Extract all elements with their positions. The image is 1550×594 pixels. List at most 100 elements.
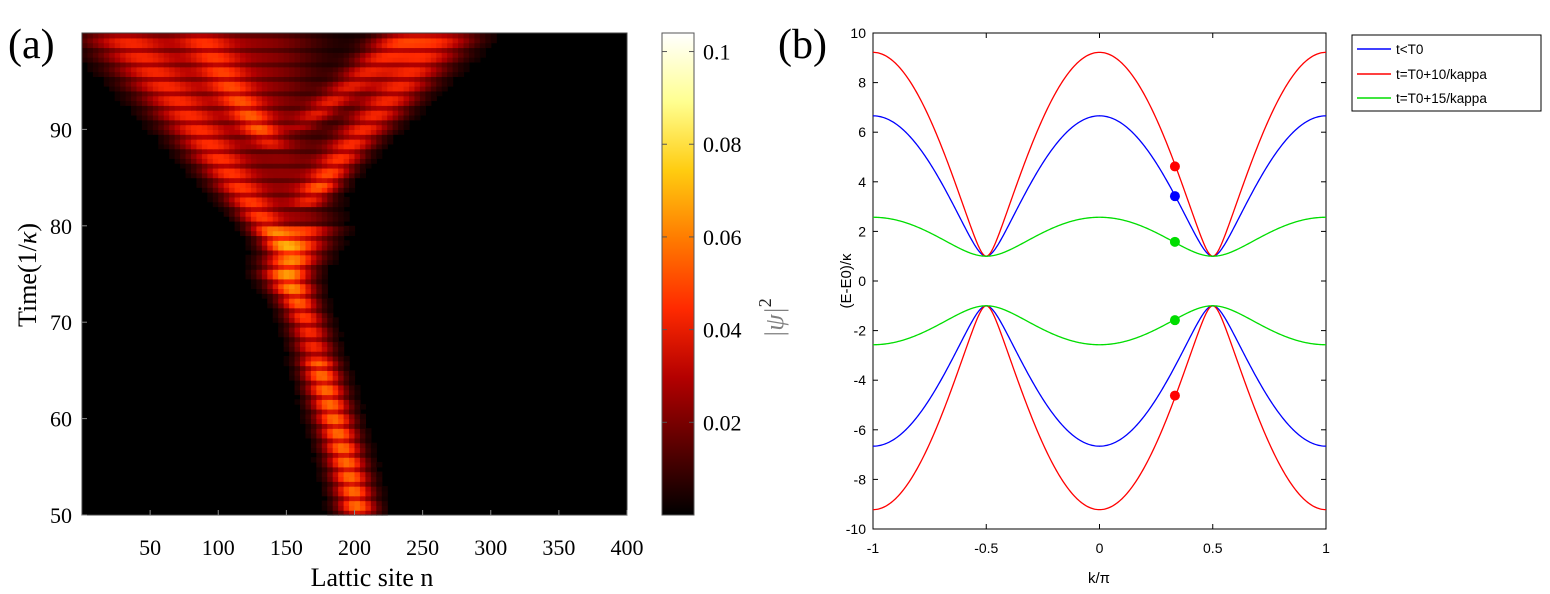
heatmap-cell	[201, 57, 208, 63]
heatmap-cell	[305, 153, 312, 159]
heatmap-cell	[310, 327, 317, 333]
heatmap-cell	[327, 307, 334, 314]
heatmap-cell	[294, 153, 301, 159]
heatmap-cell	[316, 283, 323, 290]
heatmap-cell	[267, 37, 274, 44]
heatmap-cell	[409, 57, 416, 63]
heatmap-cell	[180, 52, 187, 58]
heatmap-cell	[310, 370, 317, 376]
heatmap-cell	[349, 124, 356, 130]
heatmap-cell	[403, 57, 410, 63]
heatmap-cell	[327, 452, 334, 458]
heatmap-cell	[321, 206, 328, 212]
heatmap-cell	[272, 259, 279, 265]
heatmap-cell	[305, 278, 312, 285]
heatmap-cell	[250, 124, 257, 130]
heatmap-cell	[152, 81, 159, 87]
heatmap-cell	[283, 211, 290, 217]
heatmap-cell	[245, 240, 252, 246]
heatmap-cell	[370, 153, 377, 159]
heatmap-cell	[169, 134, 176, 140]
heatmap-cell	[229, 86, 236, 92]
heatmap-cell	[283, 119, 290, 126]
heatmap-cell	[278, 100, 285, 106]
heatmap-cell	[289, 42, 296, 49]
heatmap-cell	[196, 158, 203, 164]
heatmap-cell	[201, 177, 208, 184]
heatmap-cell	[316, 461, 323, 468]
heatmap-cell	[321, 461, 328, 468]
heatmap-cell	[398, 114, 405, 121]
heatmap-cell	[240, 220, 247, 227]
heatmap-cell	[185, 52, 192, 58]
heatmap-cell	[207, 52, 214, 58]
heatmap-cell	[316, 322, 323, 328]
heatmap-cell	[370, 457, 377, 463]
heatmap-cell	[321, 66, 328, 73]
heatmap-cell	[305, 225, 312, 232]
heatmap-cell	[300, 47, 307, 53]
heatmap-cell	[294, 57, 301, 63]
heatmap-cell	[332, 510, 339, 516]
heatmap-cell	[387, 61, 394, 68]
heatmap-cell	[278, 187, 285, 193]
heatmap-cell	[267, 196, 274, 203]
heatmap-cell	[289, 259, 296, 265]
heatmap-cell	[305, 52, 312, 58]
heatmap-cell	[169, 42, 176, 49]
heatmap-cell	[185, 81, 192, 87]
heatmap-cell	[180, 153, 187, 159]
heatmap-cell	[196, 163, 203, 169]
heatmap-cell	[403, 61, 410, 68]
heatmap-cell	[300, 143, 307, 150]
heatmap-cell	[300, 196, 307, 203]
heatmap-cell	[294, 365, 301, 371]
heatmap-cell	[354, 394, 361, 400]
heatmap-cell	[321, 71, 328, 77]
heatmap-cell	[316, 124, 323, 130]
heatmap-cell	[229, 81, 236, 87]
heatmap-cell	[185, 172, 192, 179]
heatmap-cell	[278, 317, 285, 323]
heatmap-cell	[463, 52, 470, 58]
heatmap-cell	[327, 413, 334, 420]
heatmap-cell	[191, 114, 198, 121]
heatmap-cell	[223, 95, 230, 102]
heatmap-cell	[359, 114, 366, 121]
heatmap-cell	[196, 95, 203, 102]
heatmap-cell	[376, 495, 383, 502]
heatmap-cell	[376, 500, 383, 506]
heatmap-cell	[305, 158, 312, 164]
heatmap-cell	[250, 42, 257, 49]
heatmap-cell	[321, 196, 328, 203]
heatmap-cell	[180, 110, 187, 116]
heatmap-cell	[365, 471, 372, 478]
heatmap-cell	[272, 33, 279, 39]
heatmap-cell	[349, 471, 356, 478]
heatmap-cell	[305, 341, 312, 347]
heatmap-cell	[387, 129, 394, 135]
heatmap-cell	[365, 476, 372, 482]
heatmap-cell	[294, 399, 301, 405]
heatmap-cell	[278, 105, 285, 111]
heatmap-cell	[267, 66, 274, 73]
heatmap-cell	[245, 163, 252, 169]
heatmap-cell	[327, 461, 334, 468]
heatmap-cell	[338, 433, 345, 439]
colorbar-tick-label: 0.1	[703, 40, 731, 65]
heatmap-cell	[354, 471, 361, 478]
heatmap-cell	[152, 37, 159, 44]
heatmap-cell	[300, 86, 307, 92]
heatmap-cell	[316, 129, 323, 135]
heatmap-cell	[338, 331, 345, 338]
heatmap-cell	[305, 187, 312, 193]
heatmap-cell	[125, 81, 132, 87]
heatmap-cell	[300, 307, 307, 314]
heatmap-cell	[316, 33, 323, 39]
heatmap-cell	[300, 317, 307, 323]
heatmap-cell	[327, 466, 334, 473]
heatmap-cell	[272, 225, 279, 232]
heatmap-cell	[234, 110, 241, 116]
heatmap-cell	[430, 66, 437, 73]
heatmap-cell	[430, 90, 437, 97]
